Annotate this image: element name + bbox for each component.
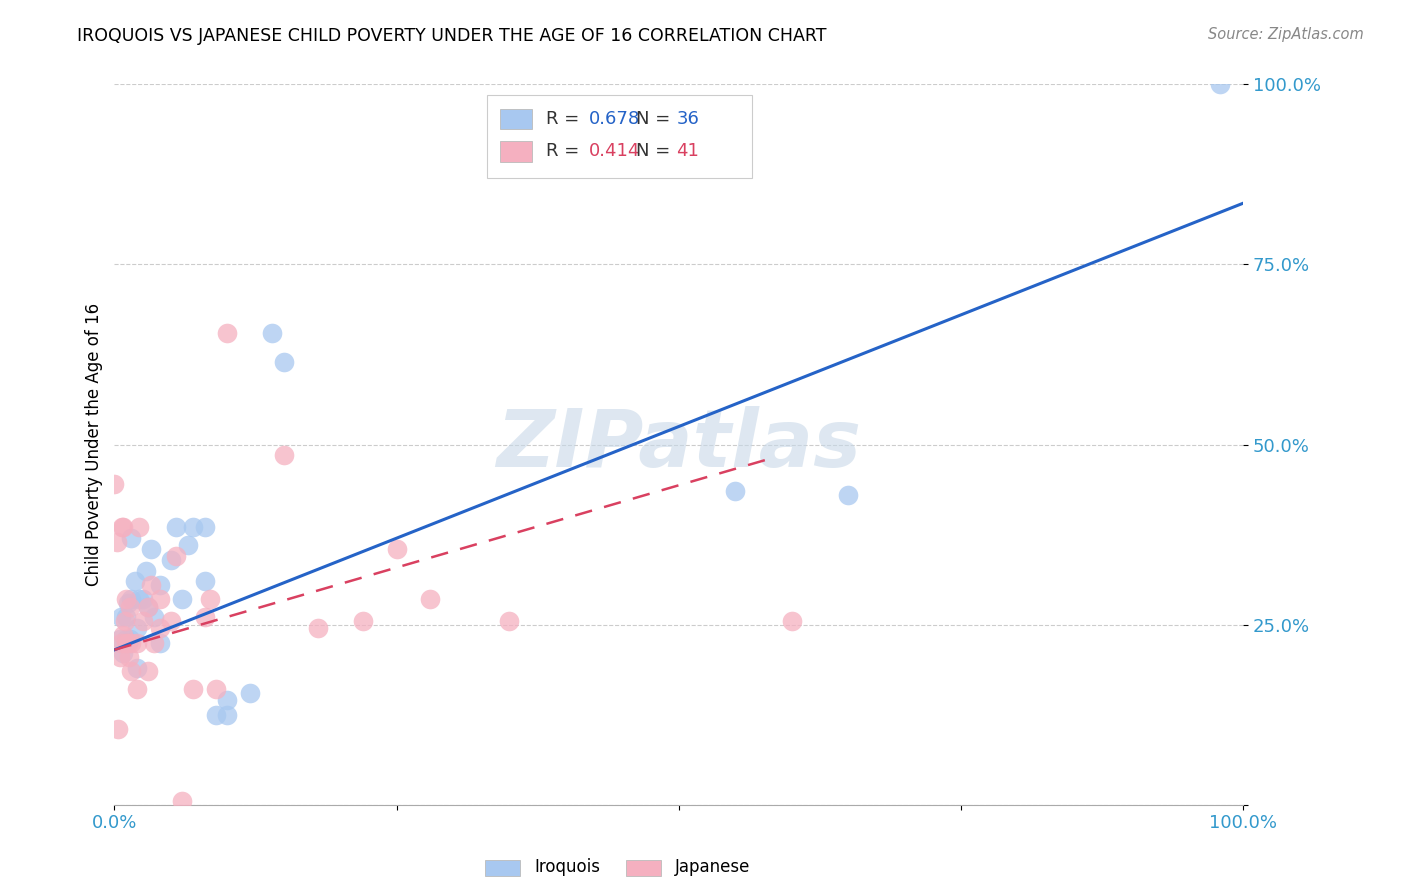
Point (105, 534, 128, 549)
Point (139, 541, 162, 556)
Text: Japanese: Japanese (675, 858, 751, 876)
Text: Source: ZipAtlas.com: Source: ZipAtlas.com (1208, 27, 1364, 42)
Point (124, 574, 146, 589)
Point (385, 541, 408, 556)
FancyBboxPatch shape (501, 109, 531, 129)
Point (724, 484, 747, 499)
Point (200, 592, 222, 607)
Point (142, 610, 165, 624)
Point (120, 531, 142, 545)
Text: ZIPatlas: ZIPatlas (496, 406, 862, 483)
Point (273, 355, 295, 369)
Point (110, 610, 132, 624)
Point (136, 599, 159, 614)
Point (108, 650, 131, 665)
Point (125, 682, 148, 697)
Y-axis label: Child Poverty Under the Age of 16: Child Poverty Under the Age of 16 (86, 303, 103, 586)
Point (419, 592, 441, 607)
Text: 41: 41 (676, 143, 699, 161)
Point (114, 614, 136, 628)
Point (114, 610, 136, 624)
Point (498, 614, 520, 628)
Point (125, 661, 148, 675)
Point (120, 635, 142, 649)
Point (112, 628, 135, 642)
Point (1209, 78, 1232, 92)
Point (160, 614, 183, 628)
Point (114, 592, 136, 607)
Point (166, 549, 188, 564)
Point (112, 520, 135, 534)
Text: R =: R = (546, 143, 585, 161)
Point (120, 599, 142, 614)
Point (103, 477, 125, 491)
Point (120, 632, 142, 646)
Point (148, 578, 170, 592)
Point (177, 538, 200, 552)
Point (142, 635, 165, 649)
Point (217, 693, 239, 707)
Point (139, 578, 162, 592)
Point (205, 707, 228, 722)
Point (172, 592, 194, 607)
Point (131, 614, 153, 628)
Point (128, 520, 150, 534)
Point (194, 574, 217, 589)
Point (125, 621, 148, 635)
Point (780, 614, 803, 628)
Point (114, 632, 136, 646)
Point (110, 635, 132, 649)
Text: 0.414: 0.414 (588, 143, 640, 161)
Point (117, 635, 139, 649)
Point (118, 650, 141, 665)
Point (120, 665, 142, 679)
Point (136, 599, 159, 614)
Text: 36: 36 (676, 110, 699, 128)
Point (125, 635, 148, 649)
Text: 0.678: 0.678 (588, 110, 640, 128)
Point (239, 686, 262, 700)
Point (217, 326, 239, 340)
Text: N =: N = (636, 110, 676, 128)
Point (273, 448, 295, 462)
Point (128, 592, 150, 607)
Text: N =: N = (636, 143, 676, 161)
Point (183, 682, 205, 697)
Point (114, 635, 136, 649)
Point (117, 596, 139, 610)
Point (262, 326, 284, 340)
FancyBboxPatch shape (486, 95, 752, 178)
FancyBboxPatch shape (501, 141, 531, 161)
Text: R =: R = (546, 110, 585, 128)
Point (131, 592, 153, 607)
Point (148, 635, 170, 649)
Point (160, 553, 183, 567)
Point (108, 632, 131, 646)
Point (205, 682, 228, 697)
Point (307, 621, 329, 635)
Text: Iroquois: Iroquois (534, 858, 600, 876)
Point (107, 722, 129, 736)
Point (135, 564, 157, 578)
Point (148, 621, 170, 635)
Point (148, 592, 170, 607)
Point (217, 707, 239, 722)
Point (112, 647, 135, 661)
Point (837, 488, 859, 502)
Point (352, 614, 374, 628)
Text: IROQUOIS VS JAPANESE CHILD POVERTY UNDER THE AGE OF 16 CORRELATION CHART: IROQUOIS VS JAPANESE CHILD POVERTY UNDER… (77, 27, 827, 45)
Point (111, 520, 134, 534)
Point (136, 665, 159, 679)
Point (166, 520, 188, 534)
Point (120, 592, 142, 607)
Point (172, 794, 194, 808)
Point (194, 520, 217, 534)
Point (194, 610, 217, 624)
Point (183, 520, 205, 534)
